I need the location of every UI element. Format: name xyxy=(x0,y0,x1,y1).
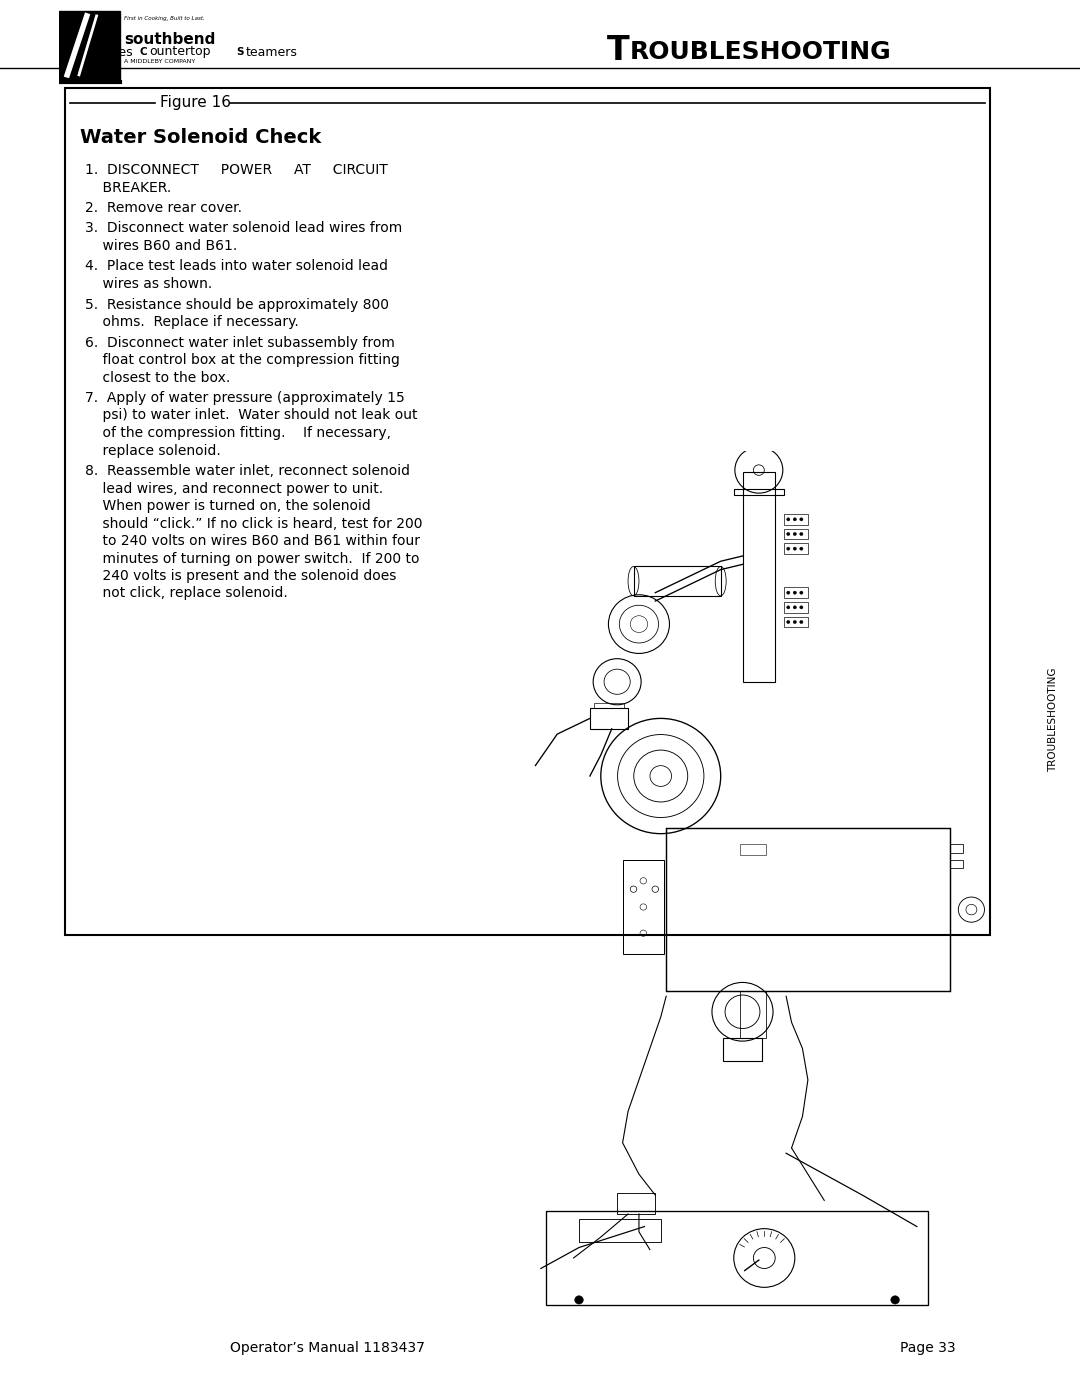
Bar xyxy=(784,528,808,539)
Text: southbend: southbend xyxy=(124,32,215,47)
Bar xyxy=(740,844,767,855)
Text: Figure 16: Figure 16 xyxy=(160,95,231,110)
Bar xyxy=(733,489,784,496)
Circle shape xyxy=(793,548,796,550)
Text: 5.  Resistance should be approximately 800: 5. Resistance should be approximately 80… xyxy=(85,298,389,312)
Bar xyxy=(743,472,775,682)
Circle shape xyxy=(786,606,789,609)
Text: TROUBLESHOOTING: TROUBLESHOOTING xyxy=(1048,668,1058,771)
Text: of the compression fitting.    If necessary,: of the compression fitting. If necessary… xyxy=(85,426,391,440)
Text: to 240 volts on wires B60 and B61 within four: to 240 volts on wires B60 and B61 within… xyxy=(85,534,420,548)
Bar xyxy=(594,703,623,708)
Bar xyxy=(723,1038,762,1062)
Circle shape xyxy=(799,591,804,594)
Text: Water Solenoid Check: Water Solenoid Check xyxy=(80,129,321,147)
Text: S: S xyxy=(94,47,102,57)
Text: Operator’s Manual 1183437: Operator’s Manual 1183437 xyxy=(230,1341,424,1355)
Bar xyxy=(546,1211,928,1305)
Text: 3.  Disconnect water solenoid lead wires from: 3. Disconnect water solenoid lead wires … xyxy=(85,222,402,236)
Text: A MIDDLEBY COMPANY: A MIDDLEBY COMPANY xyxy=(124,59,195,64)
Text: lead wires, and reconnect power to unit.: lead wires, and reconnect power to unit. xyxy=(85,482,383,496)
Bar xyxy=(784,617,808,627)
Bar xyxy=(634,567,720,595)
Text: float control box at the compression fitting: float control box at the compression fit… xyxy=(85,353,400,367)
Bar xyxy=(949,859,962,868)
Circle shape xyxy=(575,1296,583,1305)
Circle shape xyxy=(793,606,796,609)
Text: 1.  DISCONNECT     POWER     AT     CIRCUIT: 1. DISCONNECT POWER AT CIRCUIT xyxy=(85,163,388,177)
Circle shape xyxy=(786,548,789,550)
Text: First in Cooking, Built to Last.: First in Cooking, Built to Last. xyxy=(124,17,205,21)
Text: When power is turned on, the solenoid: When power is turned on, the solenoid xyxy=(85,499,370,513)
Bar xyxy=(617,1193,656,1214)
Text: eries: eries xyxy=(102,46,133,59)
Text: ROUBLESHOOTING: ROUBLESHOOTING xyxy=(630,41,892,64)
Text: 2.  Remove rear cover.: 2. Remove rear cover. xyxy=(85,201,242,215)
Text: teamers: teamers xyxy=(246,46,298,59)
Circle shape xyxy=(799,548,804,550)
Bar xyxy=(590,708,629,729)
Bar xyxy=(59,11,120,80)
Circle shape xyxy=(793,532,796,535)
Text: C: C xyxy=(139,47,147,57)
Circle shape xyxy=(793,620,796,623)
Text: wires B60 and B61.: wires B60 and B61. xyxy=(85,239,238,253)
Bar xyxy=(784,543,808,553)
Text: SEZ: SEZ xyxy=(65,46,92,59)
Bar xyxy=(579,1220,661,1242)
Circle shape xyxy=(799,532,804,535)
Text: S: S xyxy=(237,47,243,57)
Circle shape xyxy=(793,518,796,521)
Text: ohms.  Replace if necessary.: ohms. Replace if necessary. xyxy=(85,314,299,330)
Bar xyxy=(666,828,949,990)
Text: not click, replace solenoid.: not click, replace solenoid. xyxy=(85,587,287,601)
Circle shape xyxy=(799,606,804,609)
Text: minutes of turning on power switch.  If 200 to: minutes of turning on power switch. If 2… xyxy=(85,552,419,566)
Text: 8.  Reassemble water inlet, reconnect solenoid: 8. Reassemble water inlet, reconnect sol… xyxy=(85,464,410,478)
Text: 4.  Place test leads into water solenoid lead: 4. Place test leads into water solenoid … xyxy=(85,260,388,274)
Text: Page 33: Page 33 xyxy=(900,1341,956,1355)
Text: should “click.” If no click is heard, test for 200: should “click.” If no click is heard, te… xyxy=(85,517,422,531)
Circle shape xyxy=(793,591,796,594)
Circle shape xyxy=(786,518,789,521)
Circle shape xyxy=(786,532,789,535)
Bar xyxy=(740,990,767,1038)
Bar xyxy=(784,514,808,524)
Bar xyxy=(949,844,962,852)
Text: psi) to water inlet.  Water should not leak out: psi) to water inlet. Water should not le… xyxy=(85,408,418,422)
Bar xyxy=(784,587,808,598)
Bar xyxy=(784,602,808,612)
Bar xyxy=(622,859,664,954)
Text: ountertop: ountertop xyxy=(149,46,211,59)
Circle shape xyxy=(786,620,789,623)
Text: wires as shown.: wires as shown. xyxy=(85,277,213,291)
Text: 7.  Apply of water pressure (approximately 15: 7. Apply of water pressure (approximatel… xyxy=(85,391,405,405)
Text: 240 volts is present and the solenoid does: 240 volts is present and the solenoid do… xyxy=(85,569,396,583)
Circle shape xyxy=(786,591,789,594)
Circle shape xyxy=(799,518,804,521)
Text: BREAKER.: BREAKER. xyxy=(85,180,172,194)
Text: 6.  Disconnect water inlet subassembly from: 6. Disconnect water inlet subassembly fr… xyxy=(85,335,395,349)
Text: replace solenoid.: replace solenoid. xyxy=(85,443,220,457)
Circle shape xyxy=(799,620,804,623)
Bar xyxy=(65,88,990,935)
Circle shape xyxy=(891,1296,900,1305)
Text: T: T xyxy=(607,34,630,67)
Text: closest to the box.: closest to the box. xyxy=(85,370,230,384)
